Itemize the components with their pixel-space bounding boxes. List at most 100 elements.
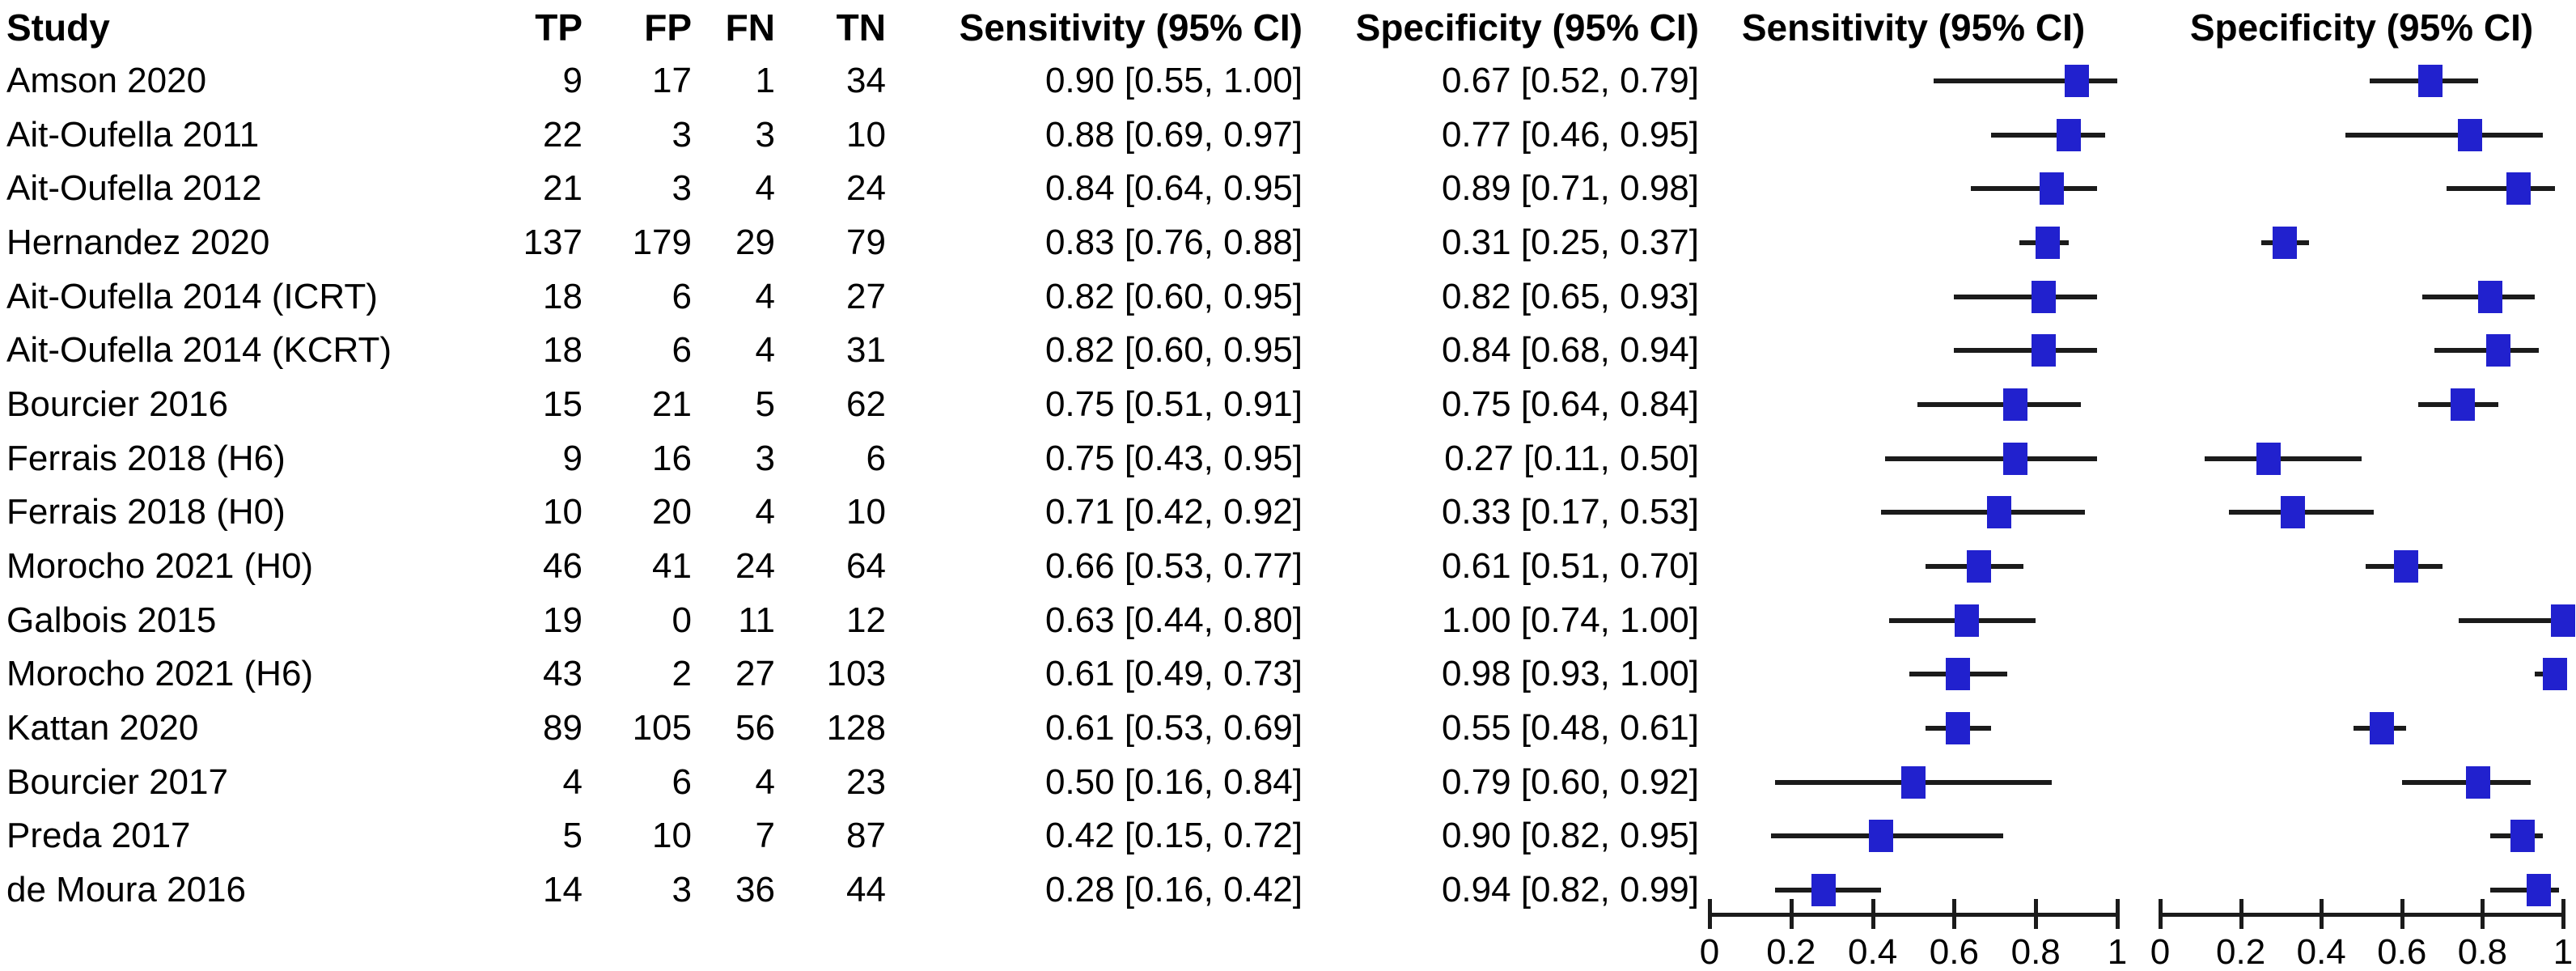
tp-value: 10 <box>543 492 583 532</box>
tp-value: 21 <box>543 168 583 209</box>
fn-value: 4 <box>755 492 775 532</box>
study-name: Preda 2017 <box>6 816 191 856</box>
specificity-ci-value: 0.27 [0.11, 0.50] <box>1444 438 1699 478</box>
tn-value: 103 <box>826 654 886 694</box>
fp-value: 179 <box>632 223 692 262</box>
specificity-ci-value: 0.84 [0.68, 0.94] <box>1441 330 1699 371</box>
tn-value: 12 <box>846 600 886 640</box>
specificity-point-marker <box>2256 442 2282 475</box>
study-name: Ait-Oufella 2011 <box>6 114 260 155</box>
fp-value: 2 <box>672 654 692 694</box>
sensitivity-point-marker <box>2003 442 2027 475</box>
tp-value: 46 <box>543 546 583 586</box>
sensitivity-ci-value: 0.71 [0.42, 0.92] <box>1044 492 1303 532</box>
sensitivity-ci-line <box>1990 132 2105 138</box>
tn-value: 62 <box>846 384 886 424</box>
axis-tick-label: 1 <box>2553 932 2574 971</box>
specificity-point-marker <box>2466 765 2491 799</box>
fp-value: 16 <box>652 438 692 478</box>
study-name: Morocho 2021 (H0) <box>6 546 314 586</box>
sensitivity-ci-value: 0.61 [0.53, 0.69] <box>1044 708 1303 748</box>
column-header-sensitivity-ci: Sensitivity (95% CI) <box>959 6 1303 49</box>
fp-value: 3 <box>672 168 692 209</box>
tp-value: 22 <box>543 114 583 155</box>
specificity-plot-title: Specificity (95% CI) <box>2189 6 2534 49</box>
sensitivity-point-marker <box>1954 604 1979 637</box>
specificity-ci-value: 1.00 [0.74, 1.00] <box>1441 600 1699 640</box>
column-header-specificity-ci: Specificity (95% CI) <box>1355 6 1699 49</box>
specificity-ci-line <box>2446 186 2556 192</box>
column-header-fp: FP <box>644 6 692 49</box>
tp-value: 18 <box>543 276 583 316</box>
fn-value: 3 <box>755 438 775 478</box>
fp-value: 6 <box>672 330 692 371</box>
sensitivity-ci-line <box>1954 348 2097 354</box>
study-name: Galbois 2015 <box>6 600 217 640</box>
axis-tick <box>1789 899 1794 929</box>
tp-value: 14 <box>543 870 583 910</box>
specificity-point-marker <box>2450 388 2475 421</box>
fn-value: 3 <box>755 114 775 155</box>
study-name: Kattan 2020 <box>6 708 199 748</box>
axis-tick <box>2239 899 2243 929</box>
sensitivity-point-marker <box>2003 388 2027 421</box>
fn-value: 4 <box>755 761 775 802</box>
sensitivity-ci-value: 0.75 [0.43, 0.95] <box>1044 438 1303 478</box>
sensitivity-ci-value: 0.66 [0.53, 0.77] <box>1044 546 1303 586</box>
axis-tick <box>1871 899 1875 929</box>
sensitivity-ci-value: 0.84 [0.64, 0.95] <box>1044 168 1303 209</box>
sensitivity-ci-line <box>1880 510 2085 515</box>
specificity-ci-line <box>2490 888 2560 893</box>
sensitivity-ci-value: 0.88 [0.69, 0.97] <box>1044 114 1303 155</box>
axis-tick-label: 0.8 <box>2457 932 2507 971</box>
specificity-ci-value: 0.94 [0.82, 0.99] <box>1441 870 1699 910</box>
study-name: Bourcier 2017 <box>6 761 228 802</box>
specificity-point-marker <box>2543 658 2568 691</box>
sensitivity-point-marker <box>1868 820 1893 853</box>
fp-value: 3 <box>672 114 692 155</box>
tp-value: 89 <box>543 708 583 748</box>
fp-value: 41 <box>652 546 692 586</box>
fn-value: 36 <box>735 870 775 910</box>
tp-value: 18 <box>543 330 583 371</box>
sensitivity-plot-title: Sensitivity (95% CI) <box>1741 6 2086 49</box>
tn-value: 24 <box>846 168 886 209</box>
fp-value: 6 <box>672 276 692 316</box>
sensitivity-ci-line <box>1934 78 2117 83</box>
specificity-ci-value: 0.79 [0.60, 0.92] <box>1441 761 1699 802</box>
axis-tick-label: 0.6 <box>2377 932 2427 971</box>
column-header-study: Study <box>6 6 110 49</box>
fn-value: 4 <box>755 276 775 316</box>
axis-tick-label: 0.4 <box>2296 932 2346 971</box>
fp-value: 20 <box>652 492 692 532</box>
axis-tick <box>2561 899 2565 929</box>
tp-value: 43 <box>543 654 583 694</box>
tp-value: 4 <box>562 761 583 802</box>
fn-value: 56 <box>735 708 775 748</box>
fn-value: 1 <box>755 61 775 100</box>
fn-value: 7 <box>755 816 775 856</box>
study-name: de Moura 2016 <box>6 870 246 910</box>
specificity-ci-value: 0.33 [0.17, 0.53] <box>1441 492 1699 532</box>
tn-value: 128 <box>826 708 886 748</box>
sensitivity-ci-line <box>1954 294 2097 299</box>
column-header-fn: FN <box>725 6 775 49</box>
specificity-ci-value: 0.89 [0.71, 0.98] <box>1441 168 1699 209</box>
specificity-point-marker <box>2281 496 2306 529</box>
study-name: Amson 2020 <box>6 61 207 100</box>
column-header-tn: TN <box>836 6 886 49</box>
axis-tick-label: 0.2 <box>2216 932 2266 971</box>
specificity-ci-value: 0.55 [0.48, 0.61] <box>1441 708 1699 748</box>
fp-value: 21 <box>652 384 692 424</box>
tn-value: 34 <box>846 61 886 100</box>
fn-value: 24 <box>735 546 775 586</box>
specificity-point-marker <box>2527 874 2552 906</box>
axis-tick <box>2034 899 2039 929</box>
sensitivity-point-marker <box>1966 550 1991 583</box>
sensitivity-point-marker <box>2064 65 2089 97</box>
study-name: Ferrais 2018 (H0) <box>6 492 286 532</box>
tp-value: 9 <box>562 61 583 100</box>
axis-tick-label: 0.8 <box>2010 932 2061 971</box>
specificity-point-marker <box>2369 712 2394 744</box>
specificity-point-marker <box>2273 227 2298 259</box>
